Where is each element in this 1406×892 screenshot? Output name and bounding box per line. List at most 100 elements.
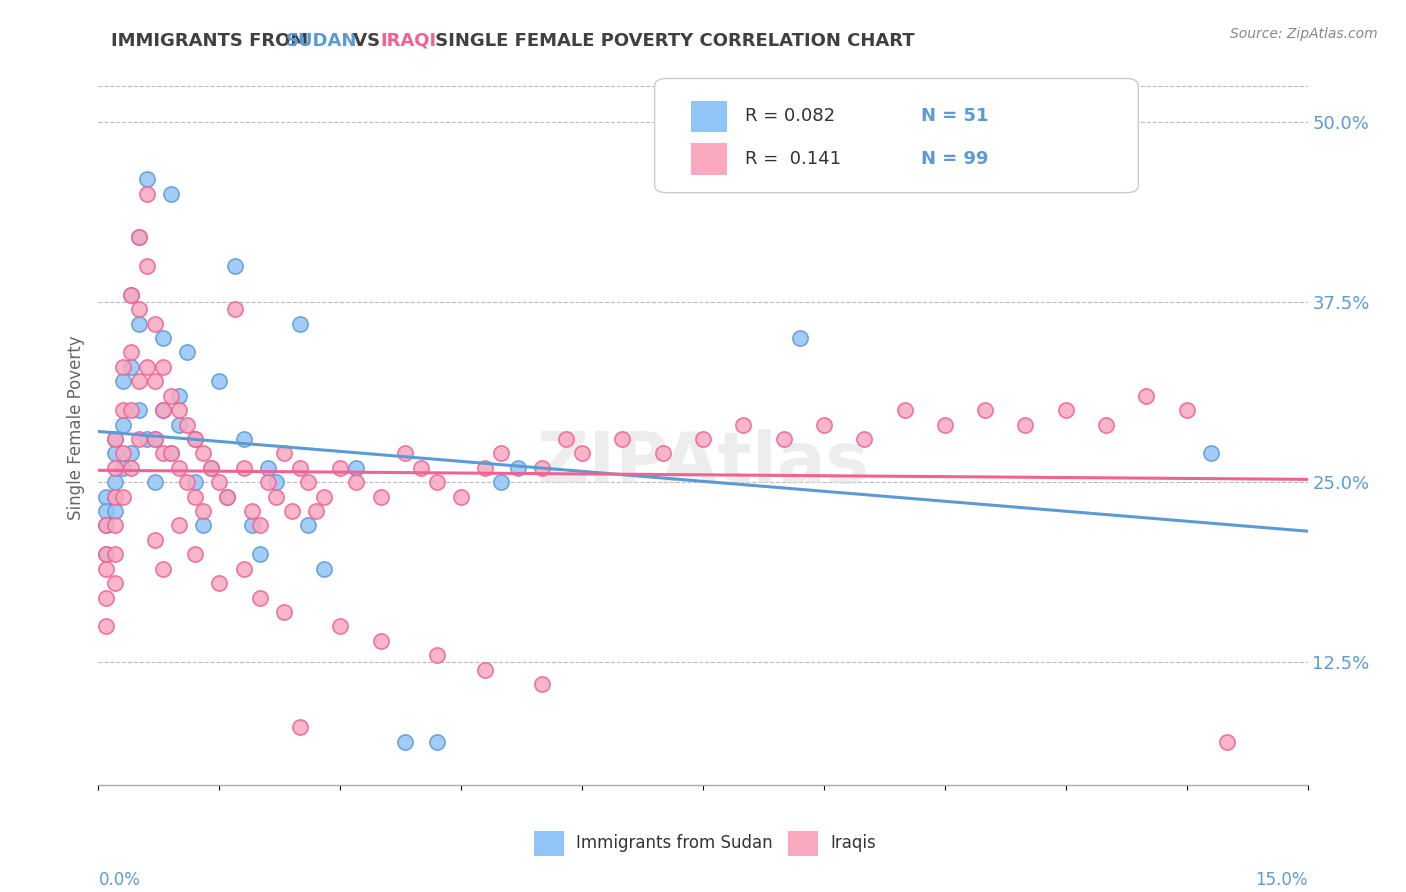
Point <box>120 446 142 460</box>
Point <box>103 547 125 561</box>
Point <box>273 605 295 619</box>
Point <box>1216 735 1239 749</box>
Point <box>135 172 157 186</box>
Point <box>120 288 142 302</box>
Point <box>1135 389 1157 403</box>
FancyBboxPatch shape <box>690 144 727 175</box>
Point <box>314 490 336 504</box>
Point <box>200 460 222 475</box>
Point <box>103 460 125 475</box>
Point <box>208 374 231 388</box>
Point <box>240 518 263 533</box>
Point <box>329 460 352 475</box>
Text: Source: ZipAtlas.com: Source: ZipAtlas.com <box>1230 27 1378 41</box>
Point <box>167 460 190 475</box>
Point <box>474 460 496 475</box>
Point <box>934 417 956 432</box>
Point <box>491 475 513 490</box>
Point <box>193 504 215 518</box>
Point <box>152 403 174 417</box>
Point <box>96 547 118 561</box>
Point <box>612 432 634 446</box>
Text: R =  0.141: R = 0.141 <box>745 150 841 168</box>
Point <box>370 490 392 504</box>
Point <box>103 504 125 518</box>
Point <box>111 374 134 388</box>
Point <box>120 403 142 417</box>
Point <box>135 432 157 446</box>
Point <box>128 432 150 446</box>
Text: IMMIGRANTS FROM: IMMIGRANTS FROM <box>111 32 314 50</box>
Point <box>288 317 311 331</box>
Text: R = 0.082: R = 0.082 <box>745 107 835 125</box>
Point <box>281 504 304 518</box>
Point <box>193 446 215 460</box>
Point <box>96 490 118 504</box>
Point <box>103 432 125 446</box>
Point <box>409 460 432 475</box>
Point <box>152 403 174 417</box>
Point <box>184 475 207 490</box>
Point <box>143 374 166 388</box>
Text: VS: VS <box>347 32 387 50</box>
Text: SUDAN: SUDAN <box>285 32 357 50</box>
Point <box>530 460 553 475</box>
Point <box>555 432 578 446</box>
Point <box>111 417 134 432</box>
Point <box>128 230 150 244</box>
Point <box>96 518 118 533</box>
Point <box>152 446 174 460</box>
Point <box>184 432 207 446</box>
Point <box>208 475 231 490</box>
Point <box>111 490 134 504</box>
Point <box>96 562 118 576</box>
Point <box>249 591 271 605</box>
Point <box>143 432 166 446</box>
Point <box>733 417 755 432</box>
Point <box>120 460 142 475</box>
Point <box>426 648 449 663</box>
Y-axis label: Single Female Poverty: Single Female Poverty <box>66 336 84 520</box>
Point <box>853 432 876 446</box>
FancyBboxPatch shape <box>690 101 727 132</box>
Point <box>176 345 198 359</box>
Text: N = 51: N = 51 <box>921 107 988 125</box>
Point <box>264 490 287 504</box>
Point <box>288 460 311 475</box>
Point <box>224 302 246 317</box>
Point <box>96 619 118 633</box>
Point <box>143 475 166 490</box>
Point <box>135 259 157 273</box>
Point <box>120 359 142 374</box>
Point <box>103 475 125 490</box>
Point <box>143 317 166 331</box>
Point <box>103 576 125 591</box>
Point <box>103 518 125 533</box>
Point <box>160 446 183 460</box>
Point <box>249 518 271 533</box>
Point <box>167 389 190 403</box>
Point <box>128 230 150 244</box>
Point <box>111 359 134 374</box>
Point <box>344 475 367 490</box>
Point <box>128 374 150 388</box>
Point <box>426 735 449 749</box>
Point <box>232 432 254 446</box>
Point <box>160 446 183 460</box>
Point <box>96 547 118 561</box>
Point <box>103 490 125 504</box>
Point <box>426 475 449 490</box>
Point <box>120 288 142 302</box>
Point <box>184 432 207 446</box>
Text: IRAQI: IRAQI <box>381 32 437 50</box>
Point <box>184 490 207 504</box>
Point <box>506 460 529 475</box>
Point <box>224 259 246 273</box>
Point <box>394 446 416 460</box>
Point <box>474 663 496 677</box>
Point <box>143 533 166 547</box>
FancyBboxPatch shape <box>534 831 564 856</box>
Point <box>184 547 207 561</box>
Point <box>128 403 150 417</box>
Point <box>217 490 239 504</box>
